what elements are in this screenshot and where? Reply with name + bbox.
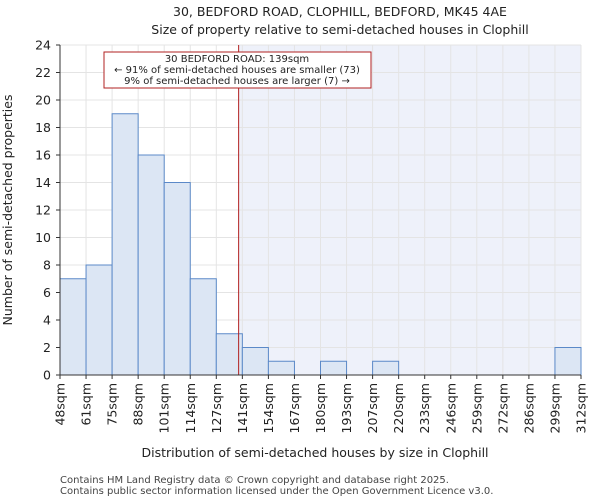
x-tick-label: 61sqm [79,383,94,426]
x-tick-label: 141sqm [235,383,250,433]
x-tick-label: 286sqm [521,383,536,433]
x-tick-label: 101sqm [157,383,172,433]
x-tick-label: 207sqm [365,383,380,433]
bars [59,113,582,376]
y-tick-label: 14 [35,175,51,190]
marker-annotation: 30 BEDFORD ROAD: 139sqm ← 91% of semi-de… [103,51,372,89]
x-tick-label: 246sqm [443,383,458,433]
y-tick-label: 12 [35,203,51,218]
x-tick-labels: 48sqm 61sqm 75sqm 88sqm 101sqm 114sqm 127sqm 14… [53,375,589,433]
x-tick-label: 312sqm [574,383,589,433]
x-tick-label: 127sqm [209,383,224,433]
y-tick-label: 16 [35,148,51,163]
y-tick-label: 22 [35,65,51,80]
bar-154sqm [267,360,295,376]
y-axis-label: Number of semi-detached properties [0,95,15,326]
y-tick-label: 10 [35,230,51,245]
y-tick-label: 8 [43,258,51,273]
x-tick-label: 299sqm [547,383,562,433]
x-tick-label: 259sqm [469,383,484,433]
footer-line-2: Contains public sector information licen… [60,486,493,497]
bar-207sqm [372,360,400,376]
chart-subtitle: Size of property relative to semi-detach… [151,22,528,37]
bar-75sqm [111,113,139,376]
bar-88sqm [137,154,165,376]
bar-127sqm [215,333,243,376]
bar-141sqm [241,347,269,376]
y-tick-label: 4 [43,313,51,328]
annotation-line-2: ← 91% of semi-detached houses are smalle… [114,65,360,76]
x-tick-label: 272sqm [495,383,510,433]
x-tick-label: 193sqm [339,383,354,433]
x-tick-label: 220sqm [391,383,406,433]
footer-line-1: Contains HM Land Registry data © Crown c… [60,475,449,486]
bar-61sqm [85,264,113,376]
x-tick-label: 114sqm [183,383,198,433]
annotation-box [103,51,372,89]
bar-299sqm [554,347,582,376]
chart-title: 30, BEDFORD ROAD, CLOPHILL, BEDFORD, MK4… [173,4,507,19]
y-tick-label: 24 [35,38,51,53]
annotation-line-1: 30 BEDFORD ROAD: 139sqm [165,54,309,65]
x-axis-label: Distribution of semi-detached houses by … [141,445,488,460]
x-tick-label: 233sqm [417,383,432,433]
x-tick-label: 154sqm [261,383,276,433]
x-tick-label: 88sqm [131,383,146,426]
bar-48sqm [59,278,87,376]
x-tick-label: 75sqm [105,383,120,426]
annotation-line-3: 9% of semi-detached houses are larger (7… [124,76,350,87]
bar-114sqm [189,278,217,376]
bar-180sqm [320,360,348,376]
x-tick-label: 167sqm [287,383,302,433]
y-tick-label: 20 [35,93,51,108]
y-tick-label: 0 [43,368,51,383]
y-tick-label: 6 [43,285,51,300]
y-tick-label: 18 [35,120,51,135]
bar-101sqm [163,182,191,376]
x-tick-label: 180sqm [313,383,328,433]
y-tick-label: 2 [43,340,51,355]
x-tick-label: 48sqm [53,383,68,426]
